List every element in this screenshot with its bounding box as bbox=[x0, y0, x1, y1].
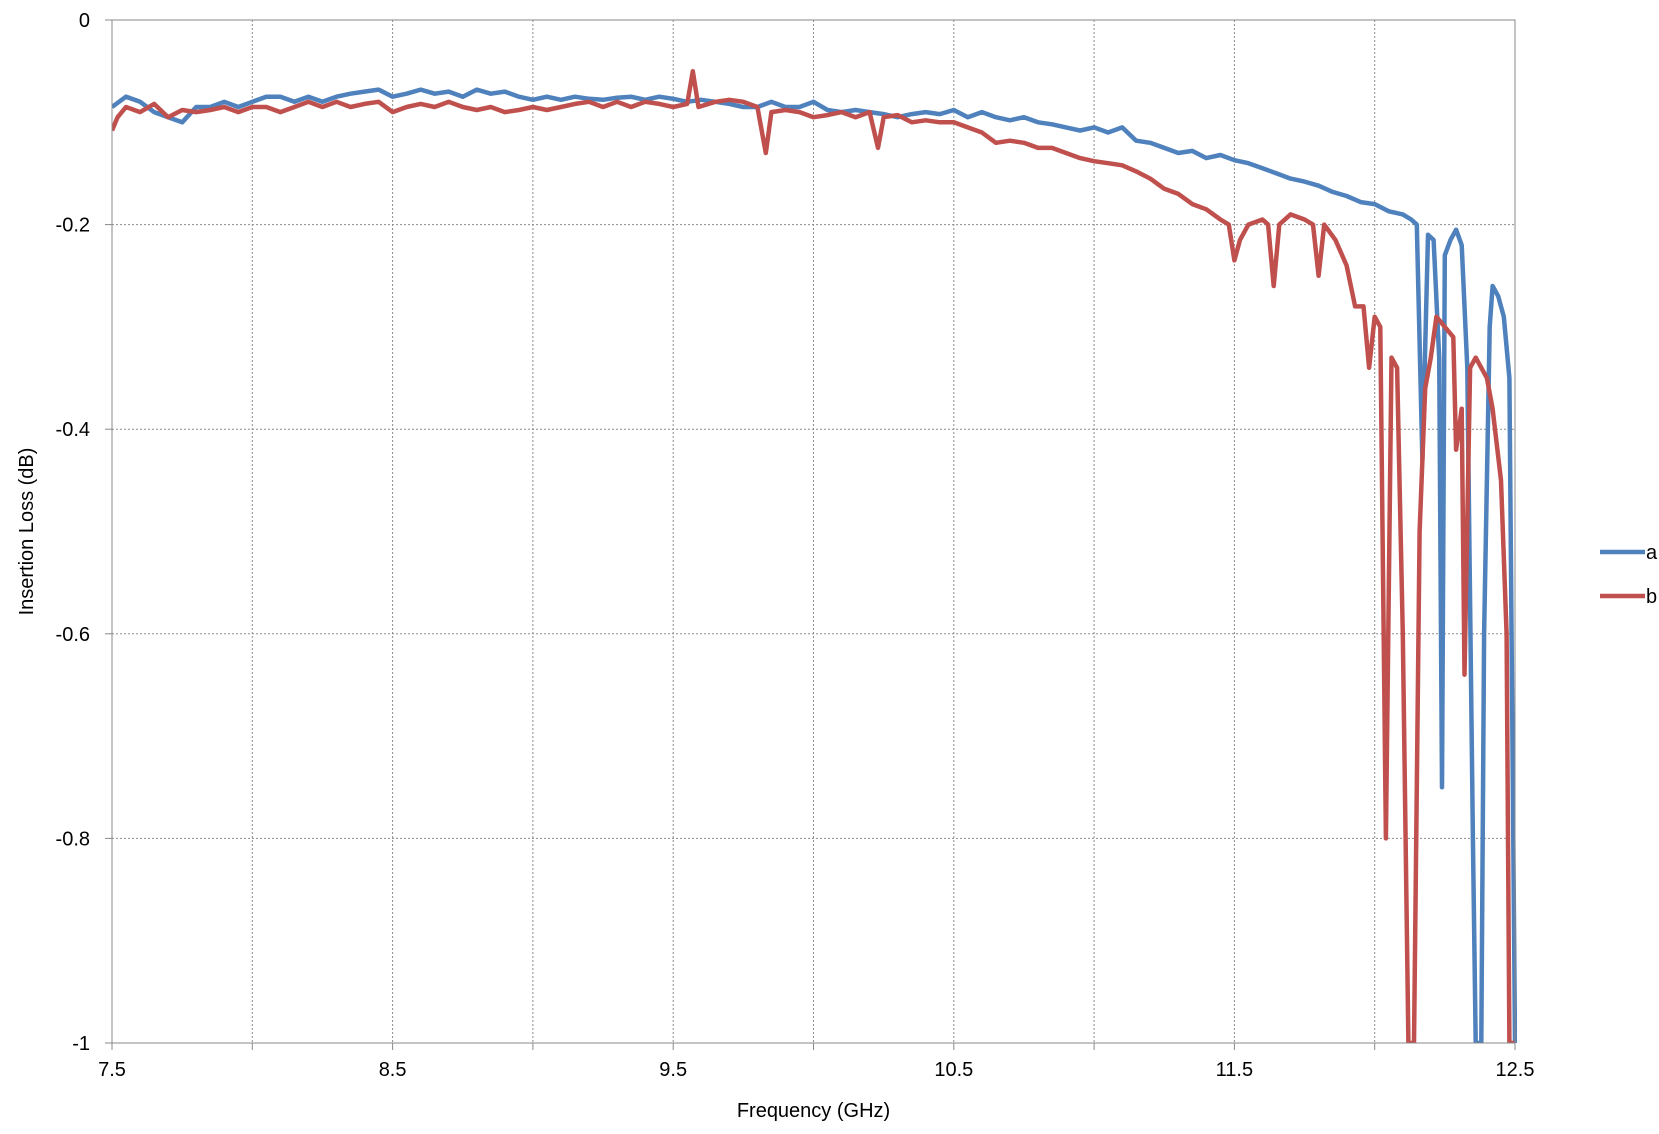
legend-label-b: b bbox=[1646, 586, 1657, 608]
x-tick-label: 8.5 bbox=[379, 1059, 407, 1081]
y-tick-label: -0.8 bbox=[56, 828, 90, 850]
series-line-a bbox=[112, 87, 1517, 1043]
series-line-b bbox=[112, 68, 1515, 1043]
series-lines bbox=[112, 68, 1517, 1043]
y-tick-label: -0.6 bbox=[56, 624, 90, 646]
x-axis-title: Frequency (GHz) bbox=[737, 1100, 890, 1122]
legend: ab bbox=[1600, 542, 1658, 608]
tick-labels: 0 -0.2 -0.4 -0.6 -0.8 -1 7.5 8.5 9.5 10.5 11.5 12.5 bbox=[56, 10, 1535, 1081]
grid bbox=[112, 19, 1515, 1043]
y-tick-label: -0.4 bbox=[56, 419, 90, 441]
y-tick-label: -0.2 bbox=[56, 215, 90, 237]
x-tick-label: 10.5 bbox=[934, 1059, 973, 1081]
x-tick-label: 9.5 bbox=[659, 1059, 687, 1081]
x-tick-label: 11.5 bbox=[1216, 1059, 1253, 1081]
x-tick-label: 7.5 bbox=[98, 1059, 126, 1081]
legend-label-a: a bbox=[1646, 542, 1658, 564]
y-axis-title: Insertion Loss (dB) bbox=[16, 448, 38, 616]
x-tick-label: 12.5 bbox=[1496, 1059, 1535, 1081]
axes bbox=[105, 19, 1516, 1050]
y-tick-label: 0 bbox=[79, 10, 90, 32]
y-tick-label: -1 bbox=[72, 1033, 90, 1055]
